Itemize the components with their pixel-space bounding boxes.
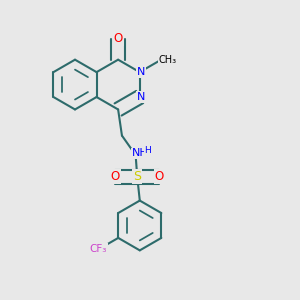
Text: CH₃: CH₃ bbox=[159, 55, 177, 65]
Text: N: N bbox=[137, 92, 146, 102]
Text: O: O bbox=[154, 170, 164, 183]
Text: S: S bbox=[133, 170, 141, 183]
Text: N: N bbox=[136, 67, 145, 77]
Text: NH: NH bbox=[132, 148, 149, 158]
Text: H: H bbox=[144, 146, 151, 155]
Text: O: O bbox=[111, 170, 120, 183]
Text: CF₃: CF₃ bbox=[90, 244, 107, 254]
Text: O: O bbox=[113, 32, 123, 45]
